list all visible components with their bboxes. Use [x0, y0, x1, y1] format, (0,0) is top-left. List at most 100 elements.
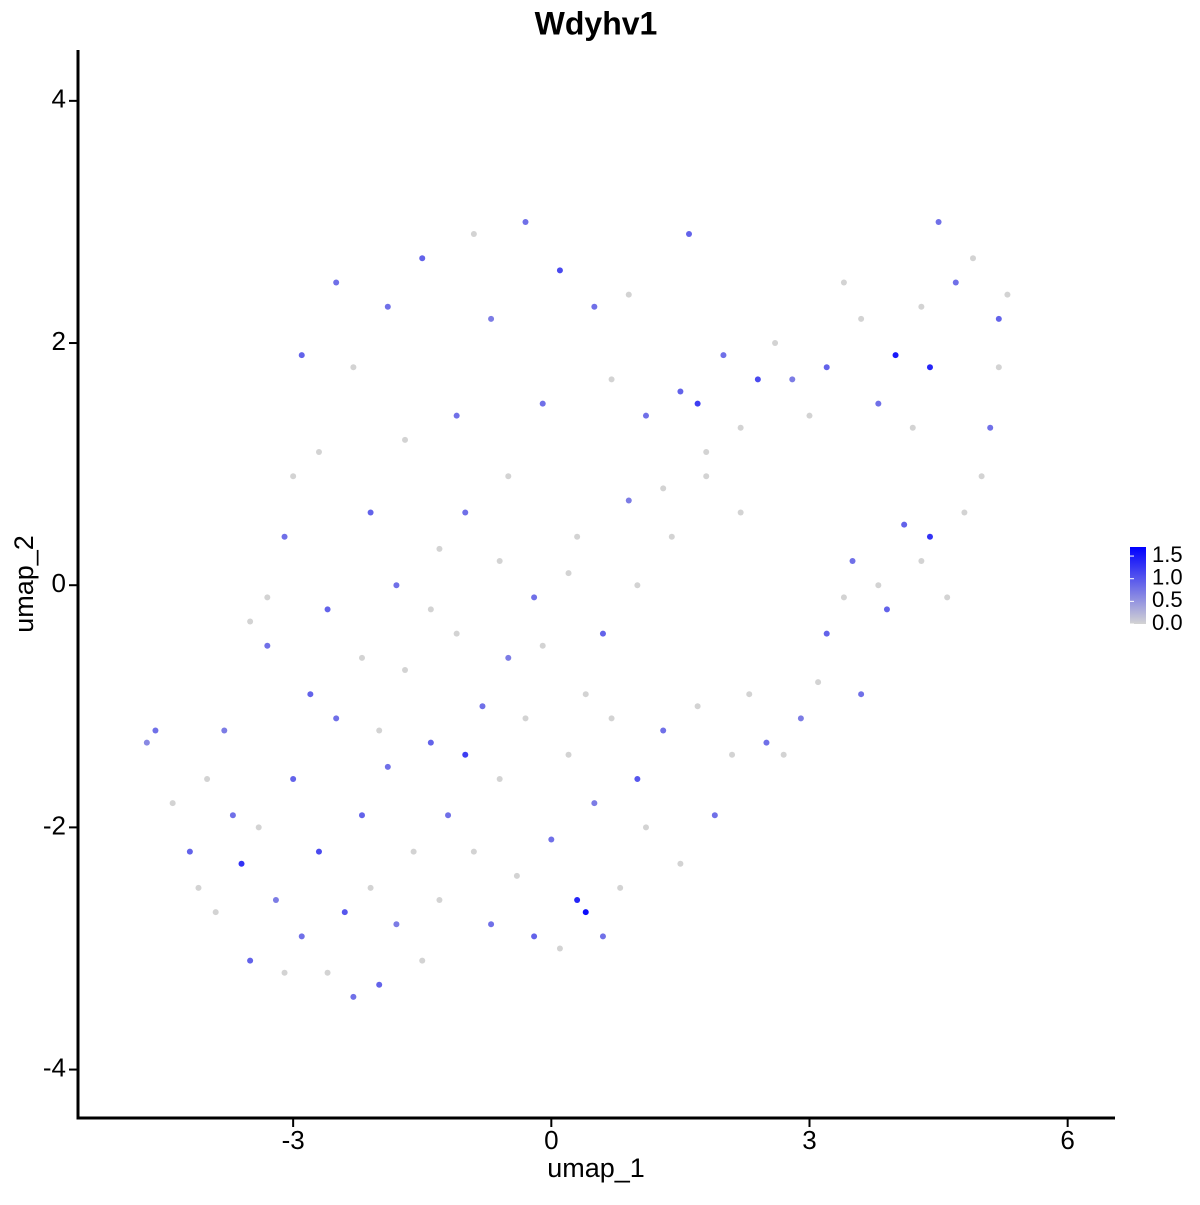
point: [281, 969, 288, 976]
point: [436, 545, 443, 552]
point: [591, 800, 598, 807]
point: [298, 933, 305, 940]
point: [255, 824, 262, 831]
point: [488, 315, 495, 322]
point: [384, 763, 391, 770]
point: [410, 848, 417, 855]
point: [823, 364, 830, 371]
point: [815, 679, 822, 686]
point: [625, 497, 632, 504]
point: [479, 703, 486, 710]
point: [772, 340, 779, 347]
point: [703, 449, 710, 456]
point: [143, 739, 150, 746]
point: [926, 364, 933, 371]
point: [315, 449, 322, 456]
point: [978, 473, 985, 480]
point: [350, 993, 357, 1000]
point: [694, 400, 701, 407]
point: [737, 424, 744, 431]
point: [350, 364, 357, 371]
point: [402, 666, 409, 673]
point: [376, 981, 383, 988]
point: [582, 909, 589, 916]
point: [858, 315, 865, 322]
x-tick-label: 3: [802, 1125, 816, 1155]
point: [935, 218, 942, 225]
point: [290, 473, 297, 480]
point: [720, 352, 727, 359]
point: [333, 279, 340, 286]
point: [307, 691, 314, 698]
point: [574, 533, 581, 540]
point: [617, 884, 624, 891]
point: [358, 654, 365, 661]
point: [754, 376, 761, 383]
point: [892, 352, 899, 359]
point: [883, 606, 890, 613]
point: [522, 715, 529, 722]
point: [488, 921, 495, 928]
point: [204, 775, 211, 782]
y-tick-label: 0: [52, 568, 66, 598]
point: [470, 848, 477, 855]
point: [462, 509, 469, 516]
point: [393, 921, 400, 928]
point: [780, 751, 787, 758]
colorbar-tick-label: 1.0: [1152, 565, 1183, 590]
point: [522, 218, 529, 225]
point: [358, 812, 365, 819]
point: [918, 303, 925, 310]
point: [212, 909, 219, 916]
point: [686, 231, 693, 238]
point: [496, 775, 503, 782]
point: [642, 824, 649, 831]
point: [901, 521, 908, 528]
point: [823, 630, 830, 637]
colorbar-tick-label: 1.5: [1152, 542, 1183, 567]
point: [315, 848, 322, 855]
point: [221, 727, 228, 734]
point: [737, 509, 744, 516]
point: [625, 291, 632, 298]
point: [840, 594, 847, 601]
point: [677, 388, 684, 395]
point: [694, 703, 701, 710]
point: [599, 933, 606, 940]
point: [333, 715, 340, 722]
point: [746, 691, 753, 698]
point: [565, 751, 572, 758]
point: [445, 812, 452, 819]
colorbar: [1130, 547, 1146, 624]
point: [591, 303, 598, 310]
point: [944, 594, 951, 601]
point: [324, 969, 331, 976]
point: [668, 533, 675, 540]
point: [729, 751, 736, 758]
point: [384, 303, 391, 310]
x-tick-label: 0: [544, 1125, 558, 1155]
point: [169, 800, 176, 807]
point: [376, 727, 383, 734]
point: [849, 557, 856, 564]
point: [858, 691, 865, 698]
point: [660, 727, 667, 734]
point: [660, 485, 667, 492]
point: [505, 473, 512, 480]
point: [961, 509, 968, 516]
point: [789, 376, 796, 383]
point: [926, 533, 933, 540]
chart-title: Wdyhv1: [535, 5, 658, 41]
point: [402, 436, 409, 443]
x-tick-label: -3: [282, 1125, 305, 1155]
point: [608, 376, 615, 383]
point: [875, 582, 882, 589]
point: [1004, 291, 1011, 298]
point: [264, 642, 271, 649]
point: [367, 884, 374, 891]
point: [806, 412, 813, 419]
point: [677, 860, 684, 867]
point: [247, 618, 254, 625]
point: [970, 255, 977, 262]
